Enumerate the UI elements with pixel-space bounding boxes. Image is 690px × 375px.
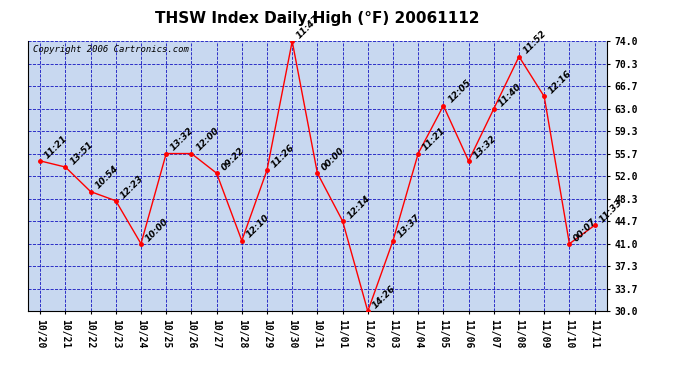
- Text: 11:47: 11:47: [295, 14, 322, 40]
- Text: 00:00: 00:00: [320, 146, 347, 172]
- Text: 13:37: 13:37: [396, 213, 422, 240]
- Text: 10:00: 10:00: [144, 216, 170, 243]
- Text: 12:14: 12:14: [346, 194, 372, 220]
- Text: 12:23: 12:23: [119, 173, 145, 200]
- Text: 11:33: 11:33: [598, 198, 624, 225]
- Text: 11:21: 11:21: [43, 134, 70, 160]
- Text: 11:21: 11:21: [421, 126, 448, 153]
- Text: 12:00: 12:00: [194, 126, 221, 153]
- Text: 12:10: 12:10: [244, 213, 271, 240]
- Text: Copyright 2006 Cartronics.com: Copyright 2006 Cartronics.com: [33, 45, 189, 54]
- Text: 13:51: 13:51: [68, 140, 95, 166]
- Text: 13:32: 13:32: [471, 134, 498, 160]
- Text: 13:32: 13:32: [169, 126, 195, 153]
- Text: 11:52: 11:52: [522, 29, 549, 56]
- Text: THSW Index Daily High (°F) 20061112: THSW Index Daily High (°F) 20061112: [155, 11, 480, 26]
- Text: 09:22: 09:22: [219, 146, 246, 172]
- Text: 10:54: 10:54: [93, 164, 120, 191]
- Text: 12:05: 12:05: [446, 78, 473, 105]
- Text: 11:40: 11:40: [497, 81, 523, 108]
- Text: 12:16: 12:16: [547, 69, 573, 96]
- Text: 14:26: 14:26: [371, 284, 397, 310]
- Text: 00:07: 00:07: [572, 216, 599, 243]
- Text: 11:26: 11:26: [270, 143, 297, 170]
